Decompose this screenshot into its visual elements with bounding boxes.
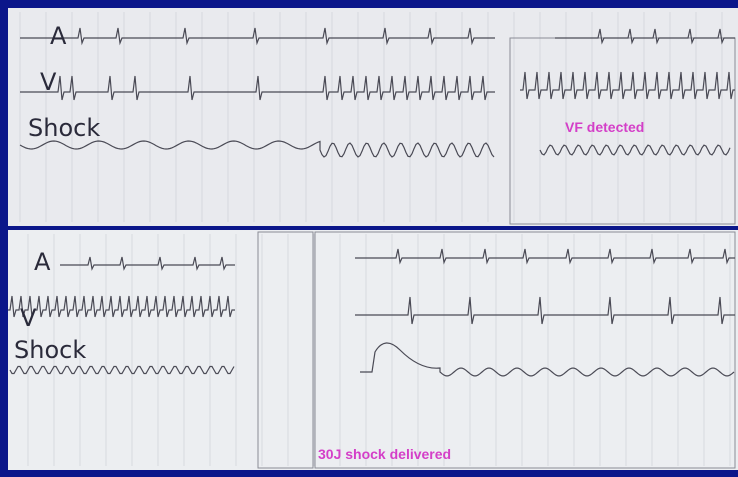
trace — [555, 28, 735, 45]
strip-bottom — [8, 230, 738, 470]
channel-label: V — [40, 68, 57, 96]
channel-label: A — [34, 248, 51, 276]
channel-label: A — [50, 22, 67, 50]
trace — [19, 140, 495, 158]
annotation: 30J shock delivered — [318, 446, 451, 462]
trace — [355, 248, 735, 265]
trace — [8, 295, 235, 318]
trace — [355, 296, 735, 325]
annotation: VF detected — [565, 119, 644, 135]
panel-box — [314, 231, 736, 469]
grid — [19, 12, 731, 466]
channel-label: Shock — [28, 114, 100, 142]
traces — [8, 27, 735, 377]
trace — [20, 75, 495, 101]
channel-label: Shock — [14, 336, 86, 364]
trace — [9, 365, 235, 375]
trace — [360, 342, 735, 377]
trace — [60, 256, 235, 271]
trace — [20, 27, 495, 46]
strip-top — [8, 8, 738, 226]
trace — [539, 144, 731, 156]
trace — [520, 71, 735, 100]
channel-label: V — [20, 304, 37, 332]
panel-box — [257, 231, 314, 469]
